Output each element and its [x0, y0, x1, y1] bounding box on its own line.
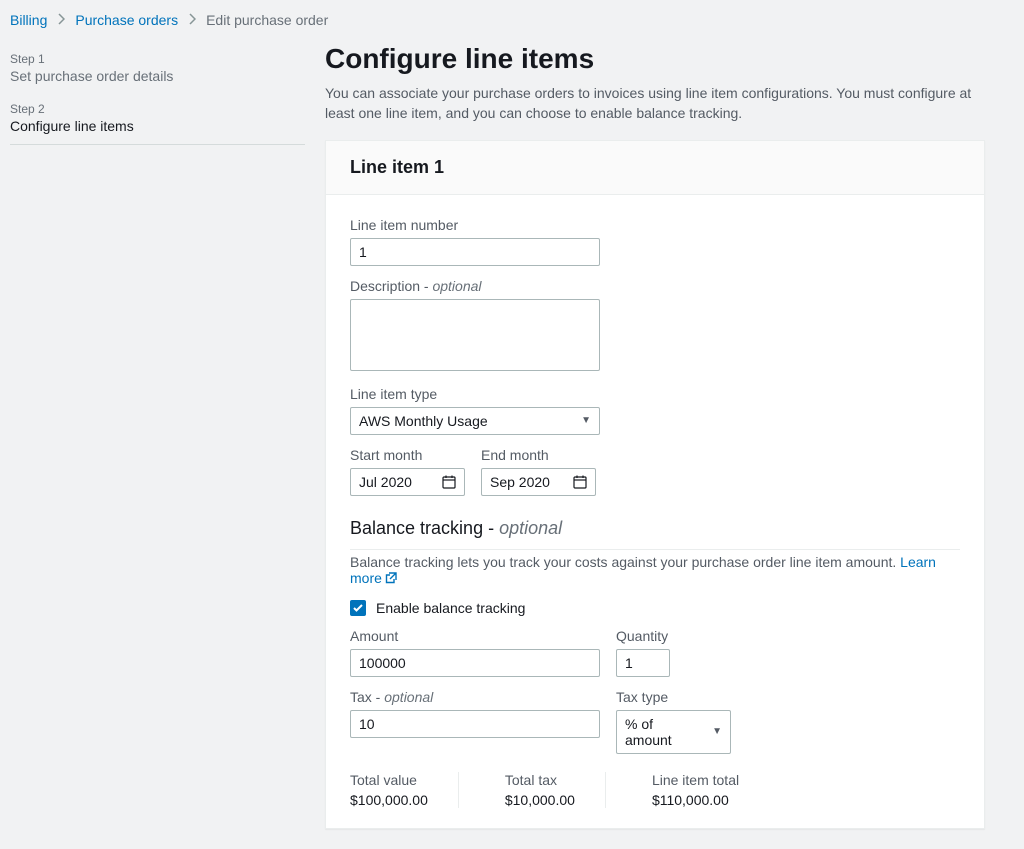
totals-row: Total value $100,000.00 Total tax $10,00… — [350, 772, 960, 808]
step-2[interactable]: Step 2 Configure line items — [10, 102, 305, 145]
tax-type-select[interactable]: % of amount ▼ — [616, 710, 731, 754]
panel-title: Line item 1 — [326, 141, 984, 195]
enable-balance-tracking-label: Enable balance tracking — [376, 600, 525, 616]
breadcrumb-current: Edit purchase order — [206, 12, 328, 28]
end-month-value: Sep 2020 — [490, 474, 550, 490]
step-1-title: Set purchase order details — [10, 68, 305, 84]
quantity-input[interactable] — [616, 649, 670, 677]
total-value-label: Total value — [350, 772, 428, 788]
total-value: $100,000.00 — [350, 792, 428, 808]
end-month-label: End month — [481, 447, 596, 463]
line-item-type-label: Line item type — [350, 386, 960, 402]
breadcrumb-billing[interactable]: Billing — [10, 12, 47, 28]
step-1-label: Step 1 — [10, 52, 305, 66]
tax-label: Tax - optional — [350, 689, 600, 705]
start-month-label: Start month — [350, 447, 465, 463]
chevron-right-icon — [57, 12, 65, 28]
description-label: Description - optional — [350, 278, 960, 294]
tax-input[interactable] — [350, 710, 600, 738]
amount-input[interactable] — [350, 649, 600, 677]
enable-balance-tracking-checkbox[interactable] — [350, 600, 366, 616]
quantity-label: Quantity — [616, 628, 670, 644]
wizard-steps: Step 1 Set purchase order details Step 2… — [10, 38, 325, 849]
page-description: You can associate your purchase orders t… — [325, 83, 985, 124]
caret-down-icon: ▼ — [712, 726, 722, 737]
line-item-type-select[interactable]: AWS Monthly Usage ▼ — [350, 407, 600, 435]
line-item-number-label: Line item number — [350, 217, 960, 233]
chevron-right-icon — [188, 12, 196, 28]
total-tax: $10,000.00 — [505, 792, 575, 808]
breadcrumb: Billing Purchase orders Edit purchase or… — [0, 0, 1024, 38]
line-item-total: $110,000.00 — [652, 792, 739, 808]
balance-tracking-desc: Balance tracking lets you track your cos… — [350, 554, 960, 586]
amount-label: Amount — [350, 628, 600, 644]
start-month-value: Jul 2020 — [359, 474, 412, 490]
step-1[interactable]: Step 1 Set purchase order details — [10, 52, 305, 84]
line-item-panel: Line item 1 Line item number Description… — [325, 140, 985, 829]
line-item-type-value: AWS Monthly Usage — [359, 413, 488, 429]
external-link-icon — [385, 571, 397, 583]
balance-tracking-heading: Balance tracking - optional — [350, 518, 960, 543]
calendar-icon — [573, 475, 587, 489]
page-title: Configure line items — [325, 43, 1004, 75]
step-2-label: Step 2 — [10, 102, 305, 116]
total-tax-label: Total tax — [505, 772, 575, 788]
tax-type-value: % of amount — [625, 716, 702, 748]
start-month-input[interactable]: Jul 2020 — [350, 468, 465, 496]
line-item-total-label: Line item total — [652, 772, 739, 788]
end-month-input[interactable]: Sep 2020 — [481, 468, 596, 496]
tax-type-label: Tax type — [616, 689, 731, 705]
calendar-icon — [442, 475, 456, 489]
line-item-number-input[interactable] — [350, 238, 600, 266]
step-2-title: Configure line items — [10, 118, 305, 134]
caret-down-icon: ▼ — [581, 415, 591, 426]
breadcrumb-purchase-orders[interactable]: Purchase orders — [75, 12, 178, 28]
description-textarea[interactable] — [350, 299, 600, 371]
